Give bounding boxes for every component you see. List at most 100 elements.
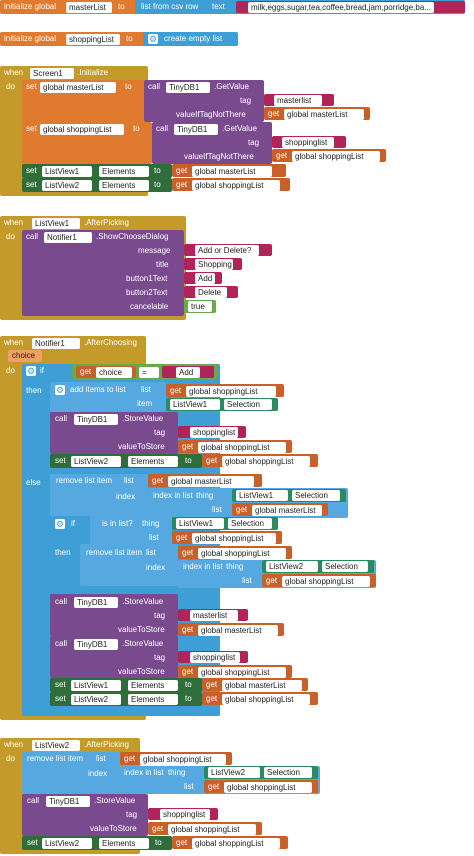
set-label: set: [55, 680, 66, 689]
component-dropdown[interactable]: ListView2: [32, 740, 80, 751]
text-value[interactable]: masterlist: [190, 610, 238, 621]
var-dropdown[interactable]: global shoppingList: [222, 456, 310, 467]
is-in-list-block[interactable]: [90, 516, 172, 546]
var-dropdown[interactable]: global shoppingList: [192, 533, 276, 544]
component-dropdown[interactable]: ListView2: [71, 694, 121, 705]
call-label: call: [26, 232, 39, 241]
to-label: to: [154, 180, 161, 189]
call-label: call: [27, 796, 40, 805]
var-name-field[interactable]: shoppingList: [66, 34, 120, 45]
add-items-to-list-block[interactable]: [50, 382, 166, 412]
component-dropdown[interactable]: ListView1: [32, 218, 80, 229]
component-dropdown[interactable]: TinyDB1: [74, 639, 118, 650]
component-dropdown[interactable]: ListView2: [266, 561, 318, 572]
var-dropdown[interactable]: global masterList: [168, 476, 254, 487]
var-dropdown[interactable]: global shoppingList: [224, 782, 312, 793]
var-name-field[interactable]: masterList: [66, 2, 112, 13]
property-dropdown[interactable]: Elements: [99, 166, 149, 177]
component-dropdown[interactable]: ListView2: [71, 456, 121, 467]
var-dropdown[interactable]: global shoppingList: [222, 694, 310, 705]
property-dropdown[interactable]: Selection: [228, 518, 272, 529]
text-value[interactable]: Shopping: [195, 259, 233, 270]
component-dropdown[interactable]: TinyDB1: [74, 597, 118, 608]
var-dropdown[interactable]: global shoppingList: [192, 838, 280, 849]
property-dropdown[interactable]: Elements: [99, 180, 149, 191]
vts-label: valueToStore: [118, 442, 165, 451]
operator-dropdown[interactable]: =: [139, 367, 159, 378]
text-value[interactable]: Delete: [195, 287, 227, 298]
var-dropdown[interactable]: global shoppingList: [168, 824, 256, 835]
set-label: set: [26, 166, 37, 175]
text-value[interactable]: Add: [176, 367, 200, 378]
var-dropdown[interactable]: global masterList: [284, 109, 364, 120]
component-dropdown[interactable]: ListView1: [176, 518, 224, 529]
gear-icon[interactable]: ⚙: [55, 385, 65, 395]
var-dropdown[interactable]: global masterList: [252, 505, 322, 516]
gear-icon[interactable]: ⚙: [55, 519, 65, 529]
component-dropdown[interactable]: ListView1: [42, 166, 92, 177]
set-label: set: [55, 456, 66, 465]
remove-list-item-block[interactable]: [22, 752, 120, 794]
text-value[interactable]: Add: [195, 273, 215, 284]
property-dropdown[interactable]: Elements: [128, 694, 178, 705]
component-dropdown[interactable]: ListView1: [236, 490, 288, 501]
set-label: set: [55, 694, 66, 703]
var-dropdown[interactable]: global masterList: [198, 625, 278, 636]
component-dropdown[interactable]: ListView2: [42, 838, 92, 849]
var-dropdown[interactable]: global masterList: [40, 82, 116, 93]
text-value[interactable]: shoppinglist: [190, 652, 240, 663]
component-dropdown[interactable]: TinyDB1: [74, 414, 118, 425]
create-empty-list-block[interactable]: [143, 32, 238, 46]
var-dropdown[interactable]: global shoppingList: [198, 548, 286, 559]
index-label: index: [116, 492, 136, 501]
var-dropdown[interactable]: choice: [96, 367, 132, 378]
component-dropdown[interactable]: Notifier1: [32, 338, 80, 349]
ifnot-label: valueIfTagNotThere: [176, 110, 246, 119]
var-dropdown[interactable]: global shoppingList: [282, 576, 370, 587]
var-dropdown[interactable]: global masterList: [192, 166, 272, 177]
boolean-dropdown[interactable]: true: [188, 301, 212, 312]
get-label: get: [182, 625, 194, 634]
var-dropdown[interactable]: global shoppingList: [198, 442, 286, 453]
param-choice[interactable]: [8, 350, 42, 362]
text-value[interactable]: masterlist: [274, 95, 322, 106]
get-label: get: [268, 109, 280, 118]
remove-list-item-block[interactable]: [50, 474, 148, 516]
component-dropdown[interactable]: Screen1: [30, 68, 74, 79]
property-dropdown[interactable]: Elements: [99, 838, 149, 849]
list-label: list: [141, 385, 151, 394]
var-dropdown[interactable]: global shoppingList: [140, 754, 226, 765]
component-dropdown[interactable]: TinyDB1: [174, 124, 218, 135]
component-dropdown[interactable]: ListView2: [42, 180, 92, 191]
gear-icon[interactable]: ⚙: [148, 34, 158, 44]
component-dropdown[interactable]: TinyDB1: [46, 796, 90, 807]
property-dropdown[interactable]: Selection: [224, 399, 272, 410]
remove-list-item-block[interactable]: [80, 544, 178, 586]
text-value[interactable]: shoppinglist: [282, 137, 334, 148]
gear-icon[interactable]: ⚙: [26, 366, 36, 376]
property-dropdown[interactable]: Selection: [322, 561, 368, 572]
show-choose-dialog-block[interactable]: [22, 230, 184, 316]
get-label: get: [176, 838, 188, 847]
component-dropdown[interactable]: Notifier1: [44, 232, 92, 243]
var-dropdown[interactable]: global masterList: [222, 680, 302, 691]
var-dropdown[interactable]: global shoppingList: [40, 124, 124, 135]
property-dropdown[interactable]: Selection: [264, 767, 312, 778]
component-dropdown[interactable]: TinyDB1: [166, 82, 210, 93]
property-dropdown[interactable]: Elements: [128, 456, 178, 467]
index-label: index: [88, 769, 108, 778]
component-dropdown[interactable]: ListView1: [71, 680, 121, 691]
component-dropdown[interactable]: ListView1: [170, 399, 220, 410]
var-dropdown[interactable]: global shoppingList: [192, 180, 280, 191]
property-dropdown[interactable]: Selection: [292, 490, 340, 501]
text-value[interactable]: shoppinglist: [190, 427, 238, 438]
property-dropdown[interactable]: Elements: [128, 680, 178, 691]
text-value[interactable]: milk,eggs,sugar,tea,coffee,bread,jam,por…: [248, 2, 434, 13]
var-dropdown[interactable]: global shoppingList: [186, 386, 276, 397]
text-value[interactable]: shoppinglist: [160, 809, 210, 820]
var-dropdown[interactable]: global shoppingList: [292, 151, 380, 162]
method-label: .GetValue: [222, 124, 257, 133]
text-value[interactable]: Add or Delete?: [195, 245, 259, 256]
component-dropdown[interactable]: ListView2: [208, 767, 260, 778]
var-dropdown[interactable]: global shoppingList: [198, 667, 286, 678]
